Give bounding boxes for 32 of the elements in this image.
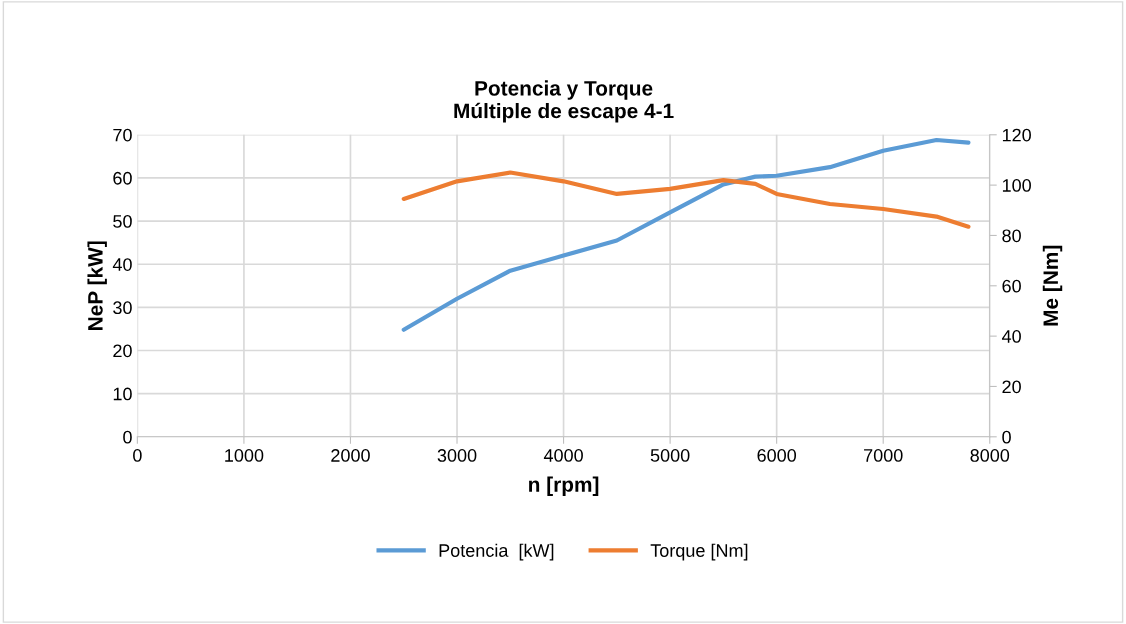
y-axis-title: NeP [kW]	[87, 241, 107, 330]
x-tick-label: 4000	[543, 449, 583, 462]
y-tick-label: 10	[113, 387, 132, 401]
y2-tick-label: 20	[1002, 380, 1021, 394]
line-series	[401, 170, 971, 229]
x-tick-label: 5000	[650, 449, 690, 462]
y2-tick-label: 80	[1002, 229, 1021, 243]
y-tick-label: 30	[113, 301, 132, 315]
chart-title: Potencia y Torque Múltiple de escape 4-1	[454, 80, 674, 123]
x-tick-label: 0	[133, 449, 142, 462]
y2-tick-label: 40	[1001, 330, 1021, 343]
legend-label: Torque [Nm]	[650, 543, 748, 561]
x-tick-label: 2000	[331, 449, 370, 462]
line-series	[401, 137, 971, 332]
x-tick-label: 3000	[437, 449, 477, 462]
x-tick-label: 7000	[864, 449, 903, 462]
y-tick-label: 20	[113, 344, 132, 358]
y-tick-label: 40	[112, 258, 132, 271]
y-tick-label: 60	[113, 171, 132, 185]
y-tick-label: 50	[113, 215, 132, 228]
y2-tick-label: 100	[1002, 179, 1031, 192]
y2-tick-label: 0	[1002, 430, 1011, 444]
y-tick-label: 70	[113, 128, 132, 142]
x-axis-title: n [rpm]	[529, 476, 599, 496]
x-tick-label: 6000	[757, 449, 797, 462]
y2-tick-label: 60	[1002, 279, 1021, 293]
x-tick-label: 1000	[225, 449, 264, 462]
y2-axis-title: Me [Nm]	[1042, 245, 1063, 326]
x-tick-label: 8000	[970, 449, 1010, 462]
legend-label: Potencia [kW]	[439, 543, 554, 561]
y2-tick-label: 120	[1002, 128, 1031, 142]
y-tick-label: 0	[123, 430, 132, 444]
